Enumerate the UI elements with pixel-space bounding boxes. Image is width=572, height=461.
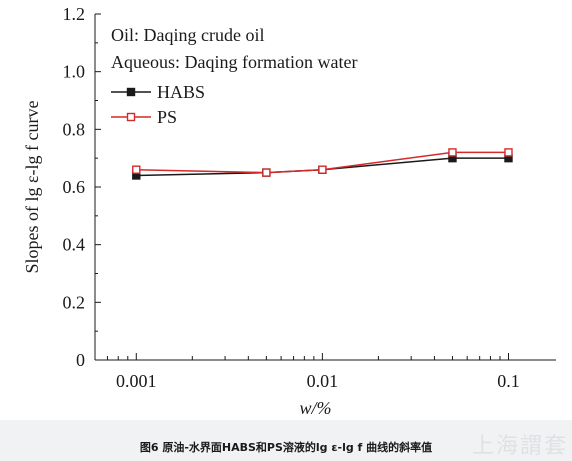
- legend-label-habs: HABS: [157, 82, 205, 102]
- chart: 0 0.2 0.4 0.6 0.8 1.0 1.2 0.001 0.01 0.1 w/% Slopes…: [22, 4, 556, 418]
- legend-marker-ps: [126, 112, 136, 122]
- legend-marker-habs: [126, 87, 136, 97]
- y-tick-label: 1.0: [63, 62, 86, 82]
- x-tick-label: 0.1: [497, 371, 520, 391]
- annotation: Oil: Daqing crude oil: [111, 25, 264, 45]
- data-point-ps: [132, 165, 141, 174]
- annotation: Aqueous: Daqing formation water: [111, 52, 357, 72]
- y-tick-label: 0.8: [63, 119, 86, 139]
- y-tick-label: 1.2: [63, 4, 86, 24]
- figure-caption: 图6 原油-水界面HABS和PS溶液的lg ε-lg f 曲线的斜率值: [139, 441, 433, 454]
- data-point-ps: [448, 148, 457, 157]
- y-tick-label: 0.6: [63, 177, 86, 197]
- x-tick-label: 0.01: [307, 371, 339, 391]
- y-tick-label: 0.2: [63, 292, 86, 312]
- x-axis-label: w/%: [299, 398, 331, 418]
- data-point-ps: [504, 148, 513, 157]
- y-tick-label: 0.4: [63, 235, 86, 255]
- caption-bar: [0, 420, 572, 461]
- y-tick-label: 0: [76, 350, 85, 370]
- watermark: 上海謂套: [471, 434, 568, 459]
- y-axis-label: Slopes of lg ε-lg f curve: [22, 100, 42, 273]
- data-point-ps: [262, 168, 271, 177]
- legend-label-ps: PS: [157, 107, 177, 127]
- data-point-ps: [318, 165, 327, 174]
- x-tick-label: 0.001: [116, 371, 157, 391]
